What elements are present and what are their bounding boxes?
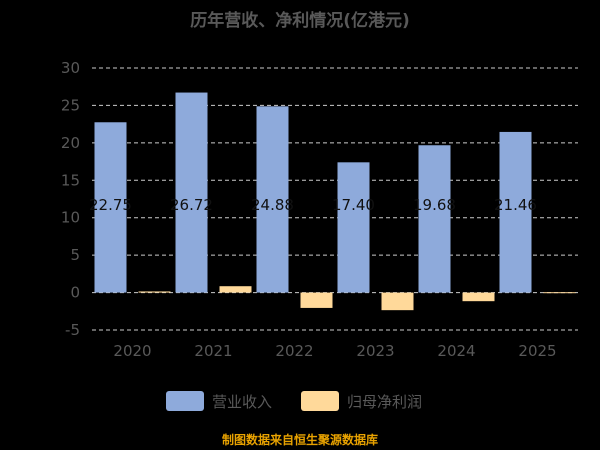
revenue-bar-2020: [94, 122, 127, 293]
revenue-value-label-2023: 17.40: [332, 196, 375, 214]
y-tick-label--5: -5: [65, 321, 80, 339]
y-tick-label-10: 10: [61, 209, 80, 227]
x-axis: 2020 2021 2022 2023 2024 2025: [113, 342, 556, 360]
revenue-bar-2025: [499, 131, 532, 293]
legend-label-profit: 归母净利润: [347, 393, 422, 411]
y-tick-label-20: 20: [61, 134, 80, 152]
y-tick-label-15: 15: [61, 171, 80, 189]
profit-bar-2020: [138, 291, 171, 293]
legend-swatch-revenue: [166, 391, 204, 411]
source-note: 制图数据来自恒生聚源数据库: [222, 432, 378, 447]
x-tick-label-2025: 2025: [518, 342, 556, 360]
legend: 营业收入 归母净利润: [166, 391, 422, 411]
profit-bar-2022: [300, 292, 333, 308]
revenue-bar-2023: [337, 162, 370, 293]
revenue-value-label-2025: 21.46: [494, 196, 537, 214]
profit-bar-2024: [462, 292, 495, 302]
bars: [94, 92, 576, 311]
revenue-value-label-2020: 22.75: [89, 196, 132, 214]
revenue-value-label-2021: 26.72: [170, 196, 213, 214]
x-tick-label-2023: 2023: [356, 342, 394, 360]
x-tick-label-2021: 2021: [194, 342, 232, 360]
data-labels: 22.75 26.72 24.88 17.40 19.68 21.46: [89, 196, 537, 214]
y-tick-label-5: 5: [70, 246, 80, 264]
chart-title: 历年营收、净利情况(亿港元): [190, 10, 410, 31]
x-tick-label-2020: 2020: [113, 342, 151, 360]
revenue-bar-2022: [256, 106, 289, 293]
grid-lines: [92, 67, 578, 331]
profit-bar-2023: [381, 292, 414, 311]
revenue-bar-2024: [418, 145, 451, 293]
revenue-bar-2021: [175, 92, 208, 293]
profit-bar-2021: [219, 286, 252, 293]
revenue-value-label-2024: 19.68: [413, 196, 456, 214]
y-tick-label-0: 0: [70, 284, 80, 302]
revenue-value-label-2022: 24.88: [251, 196, 294, 214]
legend-label-revenue: 营业收入: [212, 393, 272, 411]
x-tick-label-2022: 2022: [275, 342, 313, 360]
y-axis: 30 25 20 15 10 5 0 -5: [61, 59, 80, 339]
legend-swatch-profit: [301, 391, 339, 411]
profit-bar-2025: [543, 292, 576, 294]
x-tick-label-2024: 2024: [437, 342, 475, 360]
y-tick-label-25: 25: [61, 96, 80, 114]
y-tick-label-30: 30: [61, 59, 80, 77]
